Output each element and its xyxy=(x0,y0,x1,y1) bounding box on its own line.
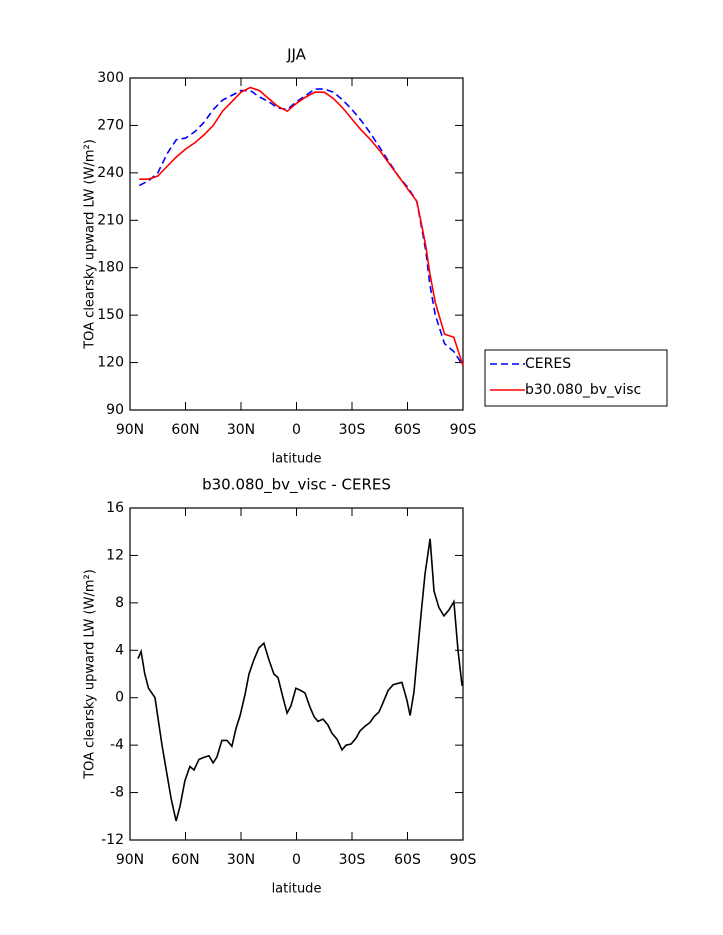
data-line xyxy=(139,86,464,366)
x-tick-label: 60S xyxy=(394,852,421,868)
y-tick-label: 16 xyxy=(106,500,124,516)
x-tick-label: 30N xyxy=(227,852,255,868)
chart-title: JJA xyxy=(286,46,307,64)
x-tick-label: 90S xyxy=(450,422,477,438)
x-tick-label: 30N xyxy=(227,422,255,438)
y-tick-label: 0 xyxy=(115,690,124,706)
legend-label: b30.080_bv_visc xyxy=(525,382,641,398)
y-tick-label: 12 xyxy=(106,547,124,563)
x-axis-label: latitude xyxy=(272,452,322,467)
y-tick-label: 240 xyxy=(97,165,124,181)
x-tick-label: 60S xyxy=(394,422,421,438)
data-line xyxy=(138,88,464,367)
x-tick-label: 0 xyxy=(292,422,301,438)
y-tick-label: -8 xyxy=(110,785,124,801)
y-tick-label: 120 xyxy=(97,355,124,371)
x-axis-label: latitude xyxy=(272,882,322,897)
x-tick-label: 90N xyxy=(116,422,144,438)
legend-box xyxy=(484,349,668,407)
y-tick-label: 270 xyxy=(97,117,124,133)
y-tick-label: 8 xyxy=(115,595,124,611)
legend-label: CERES xyxy=(525,356,571,372)
y-tick-label: 4 xyxy=(115,642,124,658)
x-tick-label: 60N xyxy=(171,852,199,868)
chart-title: b30.080_bv_visc - CERES xyxy=(202,476,391,495)
x-tick-label: 90S xyxy=(450,852,477,868)
x-tick-label: 60N xyxy=(171,422,199,438)
data-line xyxy=(137,538,463,822)
y-tick-label: 300 xyxy=(97,70,124,86)
x-tick-label: 0 xyxy=(292,852,301,868)
plot-frame xyxy=(129,507,464,841)
y-axis-label: TOA clearsky upward LW (W/m²) xyxy=(83,139,98,350)
plot-frame xyxy=(129,77,464,411)
y-tick-label: 150 xyxy=(97,307,124,323)
y-tick-label: -12 xyxy=(101,832,124,848)
y-axis-label: TOA clearsky upward LW (W/m²) xyxy=(83,569,98,780)
x-tick-label: 30S xyxy=(339,852,366,868)
y-tick-label: 90 xyxy=(106,402,124,418)
y-tick-label: -4 xyxy=(110,737,124,753)
x-tick-label: 90N xyxy=(116,852,144,868)
y-tick-label: 210 xyxy=(97,212,124,228)
x-tick-label: 30S xyxy=(339,422,366,438)
y-tick-label: 180 xyxy=(97,260,124,276)
